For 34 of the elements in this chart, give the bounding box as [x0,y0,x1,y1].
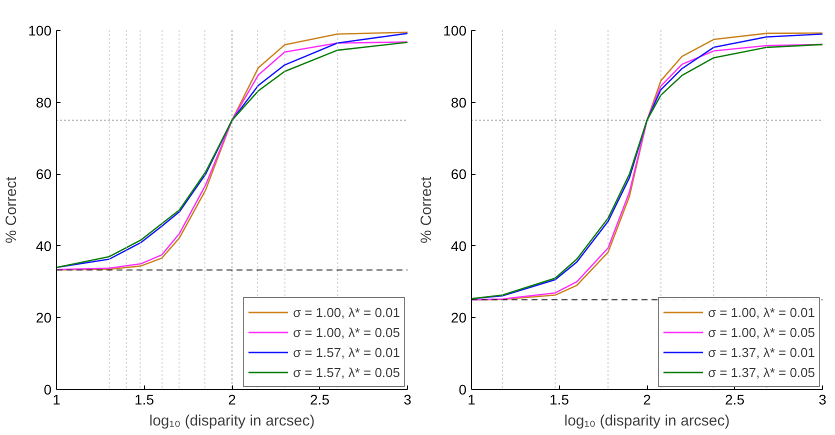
y-tick-label: 60 [450,166,467,182]
legend-label: σ = 1.00, λ* = 0.05 [292,324,400,340]
x-axis-title: log₁₀ (disparity in arcsec) [149,412,315,430]
legend-label: σ = 1.00, λ* = 0.05 [708,324,815,340]
x-tick-label: 3 [818,392,827,408]
legend-label: σ = 1.57, λ* = 0.05 [292,364,400,380]
legend-label: σ = 1.00, λ* = 0.01 [708,304,815,320]
y-tick-label: 20 [450,310,467,326]
legend-label: σ = 1.37, λ* = 0.01 [708,344,815,360]
x-axis-title: log₁₀ (disparity in arcsec) [564,412,730,430]
y-tick-label: 80 [450,94,467,110]
x-tick-label: 2.5 [725,392,745,408]
y-tick-label: 0 [458,382,467,398]
legend-label: σ = 1.00, λ* = 0.01 [292,304,400,320]
y-tick-label: 40 [36,238,52,254]
x-tick-label: 1 [52,392,61,408]
y-tick-label: 40 [450,238,467,254]
x-tick-label: 2 [228,392,236,408]
y-axis-title: % Correct [3,176,20,244]
y-tick-label: 60 [36,166,52,182]
y-tick-label: 100 [28,22,52,38]
y-tick-label: 80 [36,94,52,110]
x-tick-label: 1 [468,392,476,408]
x-tick-label: 2.5 [310,392,330,408]
x-tick-label: 1.5 [134,392,154,408]
legend-label: σ = 1.37, λ* = 0.05 [708,364,815,380]
y-tick-label: 100 [443,22,467,38]
y-axis-title: % Correct [418,176,436,244]
legend-label: σ = 1.57, λ* = 0.01 [292,344,400,360]
x-tick-label: 2 [643,392,652,408]
y-tick-label: 0 [44,382,52,398]
x-tick-label: 3 [404,392,412,408]
y-tick-label: 20 [36,310,52,326]
x-tick-label: 1.5 [550,392,570,408]
